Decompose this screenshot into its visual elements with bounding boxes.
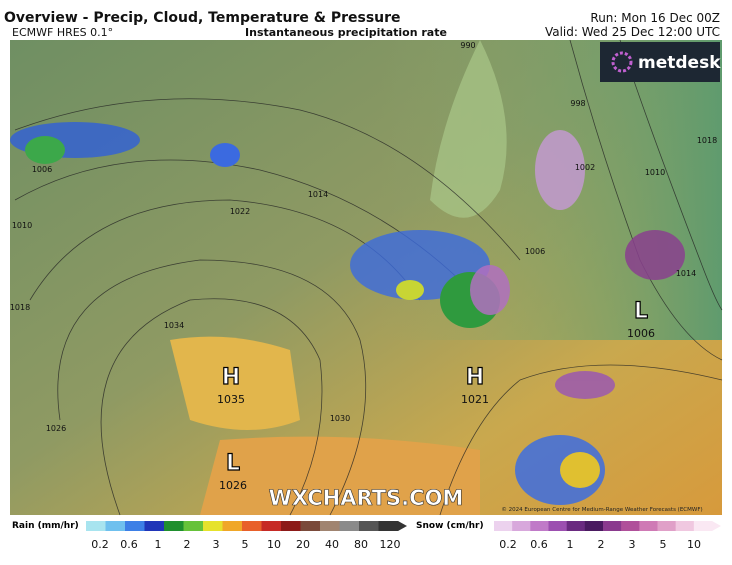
center-kind: L: [226, 451, 240, 476]
rain-swatch-arrow: [398, 521, 407, 531]
title: Overview - Precip, Cloud, Temperature & …: [4, 10, 401, 26]
snow-swatch: [693, 521, 713, 531]
isobar-label: 1014: [676, 269, 696, 278]
rain-swatch: [144, 521, 165, 531]
legend-tick: 2: [598, 538, 605, 551]
isobar-label: 1002: [575, 163, 595, 172]
center-value: 1035: [217, 393, 245, 406]
legend-tick: 20: [296, 538, 310, 551]
rain-swatch: [86, 521, 106, 531]
legend-tick: 0.6: [530, 538, 548, 551]
snow-swatch: [621, 521, 640, 531]
rain-swatch: [359, 521, 379, 531]
legend-tick: 120: [380, 538, 401, 551]
legend-tick: 1: [155, 538, 162, 551]
center-kind: H: [466, 365, 484, 390]
logo-icon: [611, 51, 633, 73]
snow-swatch: [675, 521, 695, 531]
snow-swatch: [657, 521, 676, 531]
rain-swatch: [222, 521, 243, 531]
iberia: [170, 336, 300, 430]
center-value: 1006: [627, 327, 655, 340]
center-kind: H: [222, 365, 240, 390]
isobar-label: 1034: [164, 321, 184, 330]
snow-swatch: [512, 521, 531, 531]
legend-tick: 5: [242, 538, 249, 551]
center-value: 1026: [219, 479, 247, 492]
center-kind: L: [634, 299, 648, 324]
snow-areas: [470, 130, 685, 399]
isobar-label: 1010: [12, 221, 32, 230]
legend-tick: 5: [660, 538, 667, 551]
run: Run: Mon 16 Dec 00Z: [590, 11, 720, 25]
isobar-label: 1018: [697, 136, 717, 145]
legend-tick: 0.2: [91, 538, 109, 551]
legend-tick: 1: [567, 538, 574, 551]
rain-swatch: [242, 521, 262, 531]
model: ECMWF HRES 0.1°: [12, 26, 113, 39]
snow-swatch-arrow: [712, 521, 721, 531]
valid: Valid: Wed 25 Dec 12:00 UTC: [545, 25, 720, 39]
rain-swatch: [281, 521, 301, 531]
legend-tick: 2: [184, 538, 191, 551]
legend-tick: 80: [354, 538, 368, 551]
logo-text: metdesk: [638, 53, 721, 73]
legend-tick: 10: [267, 538, 281, 551]
snow-swatch: [584, 521, 604, 531]
snow-swatch: [530, 521, 549, 531]
snow-swatch: [566, 521, 586, 531]
rain-swatch: [339, 521, 360, 531]
isobar-label: 1010: [645, 168, 665, 177]
snow-legend-title: Snow (cm/hr): [416, 521, 484, 531]
isobar-label: 1030: [330, 414, 350, 423]
snow-swatch: [639, 521, 658, 531]
rain-swatch: [183, 521, 204, 531]
legend-tick: 0.2: [499, 538, 517, 551]
rain-legend-title: Rain (mm/hr): [12, 521, 79, 531]
africa: [200, 436, 480, 515]
snow-swatch: [494, 521, 513, 531]
rain-swatch: [300, 521, 321, 531]
legend-tick: 3: [213, 538, 220, 551]
center-value: 1021: [461, 393, 489, 406]
copyright: © 2024 European Centre for Medium-Range …: [501, 506, 702, 513]
rain-swatch: [203, 521, 223, 531]
rain-swatch: [105, 521, 126, 531]
rain-swatch: [261, 521, 282, 531]
field: Instantaneous precipitation rate: [245, 26, 447, 39]
scandinavia: [430, 40, 507, 218]
legend-tick: 10: [687, 538, 701, 551]
legend-tick: 3: [629, 538, 636, 551]
isobar-label: 1006: [32, 165, 52, 174]
snow-swatch: [603, 521, 622, 531]
rain-swatch: [320, 521, 340, 531]
isobar-label: 1006: [525, 247, 545, 256]
rain-swatch: [164, 521, 184, 531]
isobar-label: 990: [460, 41, 475, 50]
legend-tick: 40: [325, 538, 339, 551]
rain-swatch: [125, 521, 145, 531]
snow-swatch: [548, 521, 567, 531]
rain-swatch: [378, 521, 399, 531]
isobar-label: 998: [570, 99, 585, 108]
logo-box: [600, 42, 720, 82]
legend-tick: 0.6: [120, 538, 138, 551]
isobar-label: 1014: [308, 190, 328, 199]
isobar-label: 1026: [46, 424, 66, 433]
watermark: WXCHARTS.COM: [269, 486, 464, 510]
isobar-label: 1018: [10, 303, 30, 312]
isobar-label: 1022: [230, 207, 250, 216]
